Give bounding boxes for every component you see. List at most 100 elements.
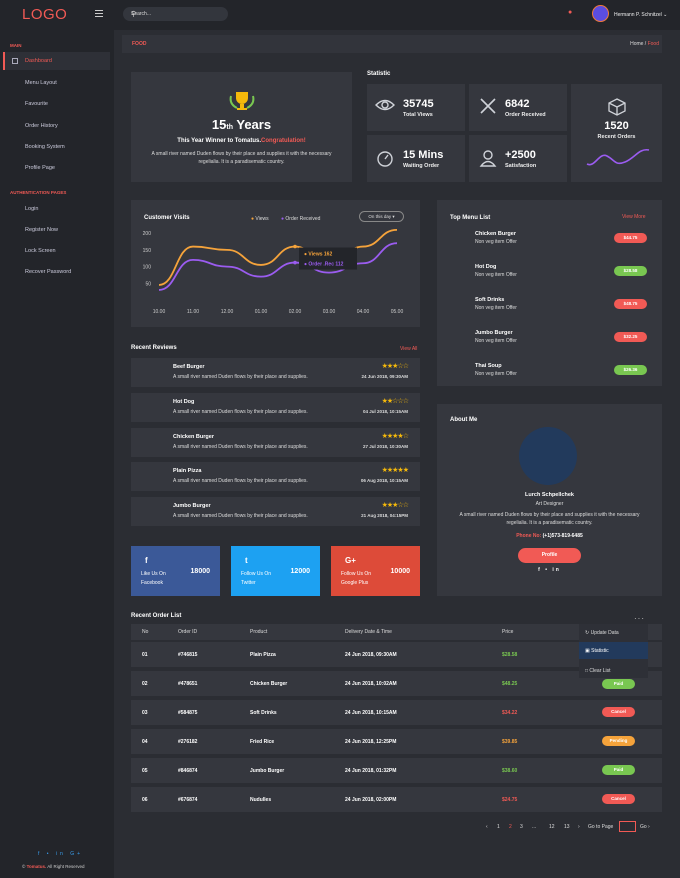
cell-price: $48.25 [502, 681, 518, 687]
view-more-link[interactable]: View More [622, 214, 646, 220]
y-tick-label: 100 [143, 265, 152, 271]
menu-item[interactable]: Hot Dog Non veg item Offer [475, 264, 517, 278]
hamburger-menu-icon[interactable] [95, 10, 103, 18]
review-item[interactable]: Beef Burger A small river named Duden flo… [131, 358, 420, 387]
breadcrumb-path: Home / Food [630, 41, 659, 47]
y-tick-label: 200 [143, 231, 152, 237]
search-placeholder: Search... [131, 11, 152, 17]
cell-id: #676874 [178, 797, 198, 803]
twitter-count: 12000 [290, 568, 310, 575]
pagination-next[interactable]: › [578, 824, 580, 830]
menu-item-name: Hot Dog [475, 264, 497, 270]
table-row[interactable]: 05 #846874 Jumbo Burger 24 Jun 2018, 01:32P… [131, 758, 662, 783]
profile-social-icons[interactable]: f • in [538, 567, 561, 573]
sidebar-item-menu-layout[interactable]: Menu Layout [25, 80, 57, 86]
review-item[interactable]: Plain Pizza A small river named Duden flo… [131, 462, 420, 491]
cell-no: 01 [142, 652, 148, 658]
years-heading: 15th Years [211, 117, 272, 132]
menu-item[interactable]: Thai Soup Non veg item Offer [475, 363, 517, 377]
stat-order-received: 6842 Order Received [469, 84, 567, 131]
table-row[interactable]: 01 #746815 Plain Pizza 24 Jun 2018, 09:30AM… [131, 642, 662, 667]
stat-label: Waiting Order [403, 163, 440, 169]
search-input[interactable]: Search... ⚲ [123, 7, 228, 21]
sidebar-item-login[interactable]: Login [25, 206, 39, 212]
breadcrumb-home[interactable]: Home [630, 41, 644, 47]
pagination-page[interactable]: 3 [520, 824, 523, 830]
review-desc: A small river named Duden flows by their… [173, 478, 308, 484]
sidebar-item-booking-system[interactable]: Booking System [25, 144, 65, 150]
sidebar-item-dashboard[interactable]: Dashboard [3, 52, 110, 70]
menu-item[interactable]: Soft Drinks Non veg item Offer [475, 297, 517, 311]
sidebar-item-order-history[interactable]: Order History [25, 123, 58, 129]
pagination-page[interactable]: 1 [497, 824, 500, 830]
sidebar-item-profile-page[interactable]: Profile Page [25, 165, 55, 171]
logo[interactable]: LOGO [22, 6, 68, 23]
top-menu-card: Top Menu List View More [437, 200, 662, 386]
cell-id: #478651 [178, 681, 198, 687]
x-tick-label: 12.00 [221, 309, 234, 315]
pagination-page[interactable]: 12 [549, 824, 555, 830]
pagination-page-active[interactable]: 2 [509, 824, 512, 830]
review-date: 21 Aug 2018, 04:15PM [361, 513, 408, 518]
winner-line: This Year Winner to Tomatus.Congratulati… [177, 138, 306, 144]
review-date: 27 Jul 2018, 10:30AM [362, 444, 408, 449]
cell-product: Chicken Burger [250, 681, 288, 687]
menu-item[interactable]: Chicken Burger Non veg item Offer [475, 231, 517, 245]
status-badge: Cancel [602, 794, 635, 804]
facebook-label: Like Us On Facebook [141, 571, 166, 586]
review-stars: ★★★☆☆ [381, 363, 409, 370]
google-plus-count: 10000 [390, 568, 410, 575]
google-plus-card[interactable]: G+ Follow Us On Google Plus 10000 [331, 546, 420, 596]
table-row[interactable]: 03 #584875 Soft Drinks 24 Jun 2018, 10:15AM… [131, 700, 662, 725]
go-button[interactable]: Go › [640, 824, 650, 830]
review-item[interactable]: Jumbo Burger A small river named Duden fl… [131, 497, 420, 526]
sidebar-item-lock-screen[interactable]: Lock Screen [25, 248, 56, 254]
x-tick-label: 04.00 [357, 309, 370, 315]
col-no: No [142, 629, 149, 635]
cell-product: Soft Drinks [250, 710, 277, 716]
pagination-page[interactable]: 13 [564, 824, 570, 830]
goto-page-input[interactable] [619, 821, 636, 832]
table-row[interactable]: 06 #676874 Nudulles 24 Jun 2018, 02:00PM $24… [131, 787, 662, 812]
pagination-prev[interactable]: ‹ [486, 824, 488, 830]
stat-value: 1520 [604, 120, 629, 132]
footer-social-icons[interactable]: f • in G+ [38, 851, 84, 857]
profile-role: Art Designer [535, 501, 564, 507]
search-icon[interactable]: ⚲ [131, 11, 137, 18]
cell-no: 02 [142, 681, 148, 687]
sidebar-item-recover-password[interactable]: Recover Password [25, 269, 72, 275]
twitter-card[interactable]: t Follow Us On Twitter 12000 [231, 546, 320, 596]
review-item[interactable]: Hot Dog A small river named Duden flows b… [131, 393, 420, 422]
user-name-dropdown[interactable]: Hermann P. Schnitzel ⌄ [614, 12, 668, 18]
sidebar-item-favourite[interactable]: Favourite [25, 101, 48, 107]
review-name: Hot Dog [173, 399, 195, 405]
facebook-card[interactable]: f Like Us On Facebook 18000 [131, 546, 220, 596]
dropdown-update-data[interactable]: ↻ Update Data [585, 630, 619, 636]
table-row[interactable]: 02 #478651 Chicken Burger 24 Jun 2018, 10:0… [131, 671, 662, 696]
cell-id: #584875 [178, 710, 198, 716]
col-date: Delivery Date & Time [345, 629, 392, 635]
dropdown-clear-list[interactable]: □ Clear List [585, 668, 611, 674]
period-filter-dropdown[interactable]: On this day ▾ [359, 211, 404, 222]
google-plus-label: Follow Us On Google Plus [341, 571, 372, 586]
stat-value: 15 Mins [403, 149, 444, 161]
x-tick-label: 10.00 [153, 309, 166, 315]
review-item[interactable]: Chicken Burger A small river named Duden … [131, 428, 420, 457]
stat-label: Satisfaction [505, 163, 537, 169]
goto-page-label: Go to Page [588, 824, 614, 830]
menu-item[interactable]: Jumbo Burger Non veg item Offer [475, 330, 517, 344]
review-date: 06 Aug 2018, 10:15AM [360, 478, 408, 483]
user-avatar[interactable] [592, 5, 609, 22]
twitter-label: Follow Us On Twitter [241, 571, 272, 586]
orders-title: Recent Order List [131, 613, 182, 619]
col-price: Price [502, 629, 514, 635]
y-tick-label: 150 [143, 248, 152, 254]
sidebar-item-register[interactable]: Register Now [25, 227, 59, 233]
review-desc: A small river named Duden flows by their… [173, 444, 308, 450]
more-options-icon[interactable]: ··· [634, 614, 645, 623]
profile-button[interactable]: Profile [518, 548, 581, 563]
view-all-link[interactable]: View All [400, 346, 418, 352]
bell-icon[interactable]: ● [568, 9, 573, 16]
dropdown-statistic[interactable]: ▣ Statistic [579, 642, 648, 659]
table-row[interactable]: 04 #276182 Fried Rice 24 Jun 2018, 12:25PM $… [131, 729, 662, 754]
